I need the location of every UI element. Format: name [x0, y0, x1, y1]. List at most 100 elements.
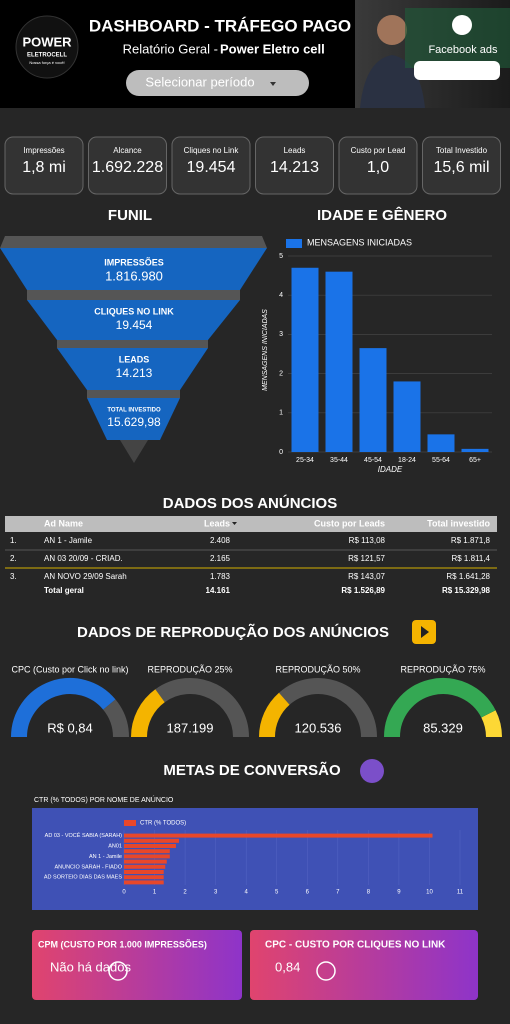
- bar: [427, 434, 455, 452]
- bar: [359, 348, 387, 452]
- brand: Power Eletro cell: [220, 41, 325, 56]
- kpi-label: Alcance: [113, 146, 142, 155]
- row-index: 1.: [10, 536, 17, 545]
- kpi-label: Leads: [284, 146, 306, 155]
- bar: [124, 854, 170, 859]
- select-caret: [270, 82, 276, 86]
- y-tick-label: ANUNCIO SARAH - FIADO: [54, 864, 122, 870]
- bar: [393, 381, 421, 452]
- gauge-track: [481, 710, 502, 738]
- x-tick-label: 1: [153, 890, 157, 896]
- funnel-tip: [120, 440, 148, 463]
- funnel-rim: [0, 236, 267, 248]
- funnel-value: 14.213: [116, 366, 153, 380]
- column-header: Total investido: [427, 518, 490, 528]
- ctr-panel: [32, 808, 478, 910]
- kpi-card: [338, 136, 418, 195]
- gauge-label: REPRODUÇÃO 25%: [147, 664, 232, 674]
- y-tick-label: 0: [279, 449, 283, 456]
- kpi-card: [171, 136, 251, 195]
- card-icon: [108, 961, 128, 981]
- period-label: Selecionar período: [145, 74, 254, 89]
- funnel: [0, 236, 267, 463]
- funnel-value: 1.816.980: [105, 268, 163, 283]
- cell: AN NOVO 29/09 Sarah: [44, 572, 127, 581]
- x-tick-label: 2: [183, 890, 187, 896]
- bar: [124, 864, 166, 869]
- y-tick-label: 4: [279, 292, 283, 299]
- funnel-stage: [87, 398, 180, 440]
- x-tick-label: 7: [336, 890, 340, 896]
- logo: [15, 15, 79, 79]
- row-index: 3.: [10, 572, 17, 581]
- x-tick-label: 18-24: [398, 457, 416, 464]
- cell: R$ 113,08: [349, 536, 386, 545]
- x-tick-label: 8: [367, 890, 371, 896]
- y-tick-label: AN 1 - Jamile: [89, 854, 122, 860]
- card-icon: [316, 961, 336, 981]
- funnel-stage: [27, 300, 240, 340]
- badge: Facebook ads: [428, 44, 498, 56]
- cell: AN 03 20/09 - CRIAD.: [44, 554, 123, 563]
- profile-name: Jonathan Vieira: [438, 64, 475, 70]
- bar: [124, 859, 167, 864]
- column-header: Leads: [204, 518, 230, 528]
- y-axis-title: MENSAGENS INICIADAS: [262, 309, 269, 391]
- card-title: CPC - CUSTO POR CLIQUES NO LINK: [265, 940, 446, 951]
- gauge-label: REPRODUÇÃO 50%: [275, 664, 360, 674]
- kpi-card: [88, 136, 167, 195]
- profile-handle: @jonathanvieira_ads: [438, 71, 476, 76]
- x-tick-label: 0: [122, 890, 126, 896]
- kpi-card: [422, 136, 501, 195]
- facebook-icon: [452, 15, 472, 35]
- funnel-value: 19.454: [116, 318, 153, 332]
- row-index: 2.: [10, 554, 17, 563]
- bar: [124, 844, 176, 848]
- cell: AN 1 - Jamile: [44, 536, 93, 545]
- gauge-label: CPC (Custo por Click no link): [11, 664, 128, 674]
- x-tick-label: 11: [457, 890, 464, 896]
- chart-title: CTR (% TODOS) POR NOME DE ANÚNCIO: [34, 795, 174, 804]
- column-header: Ad Name: [44, 518, 83, 528]
- logo-tagline: Nossa força é você!: [29, 60, 64, 65]
- goal-icon: [360, 759, 384, 783]
- period-select[interactable]: [126, 70, 309, 96]
- kpi-label: Total Investido: [436, 146, 488, 155]
- gauge-track: [278, 678, 377, 738]
- profile-chip: [414, 61, 500, 80]
- x-tick-label: 9: [397, 890, 401, 896]
- chart-title: IDADE E GÊNERO: [317, 206, 447, 224]
- gauge-value: 120.536: [295, 720, 342, 735]
- x-tick-label: 45-54: [364, 457, 382, 464]
- bar: [124, 880, 164, 885]
- x-tick-label: 3: [214, 890, 218, 896]
- x-tick-label: 65+: [469, 457, 481, 464]
- funnel-label: TOTAL INVESTIDO: [107, 408, 161, 414]
- y-tick-label: AN01: [108, 843, 122, 849]
- kpi-label: Cliques no Link: [184, 146, 240, 155]
- bar: [124, 833, 433, 838]
- section-title: DADOS DE REPRODUÇÃO DOS ANÚNCIOS: [77, 623, 389, 641]
- cell: R$ 1.811,4: [451, 554, 490, 563]
- funnel-label: LEADS: [119, 354, 150, 364]
- total-cell: Total geral: [44, 586, 84, 595]
- gauge-value: R$ 0,84: [47, 720, 93, 735]
- kpi-value: 19.454: [187, 159, 236, 176]
- x-tick-label: 4: [245, 890, 249, 896]
- gauge-fill: [11, 678, 116, 738]
- x-tick-label: 6: [306, 890, 310, 896]
- bar: [325, 271, 353, 452]
- legend-label: MENSAGENS INICIADAS: [307, 237, 412, 247]
- gauge-value: 187.199: [167, 720, 214, 735]
- bar: [124, 838, 179, 843]
- kpi-value: 15,6 mil: [433, 159, 489, 176]
- funnel-label: IMPRESSÕES: [104, 257, 164, 267]
- photo-body: [360, 55, 425, 108]
- cell: R$ 121,57: [348, 554, 385, 563]
- table-title: DADOS DOS ANÚNCIOS: [163, 494, 337, 512]
- total-cell: 14.161: [206, 586, 231, 595]
- cell: 2.165: [210, 554, 231, 563]
- kpi-value: 14.213: [270, 159, 319, 176]
- x-tick-label: 10: [426, 890, 433, 896]
